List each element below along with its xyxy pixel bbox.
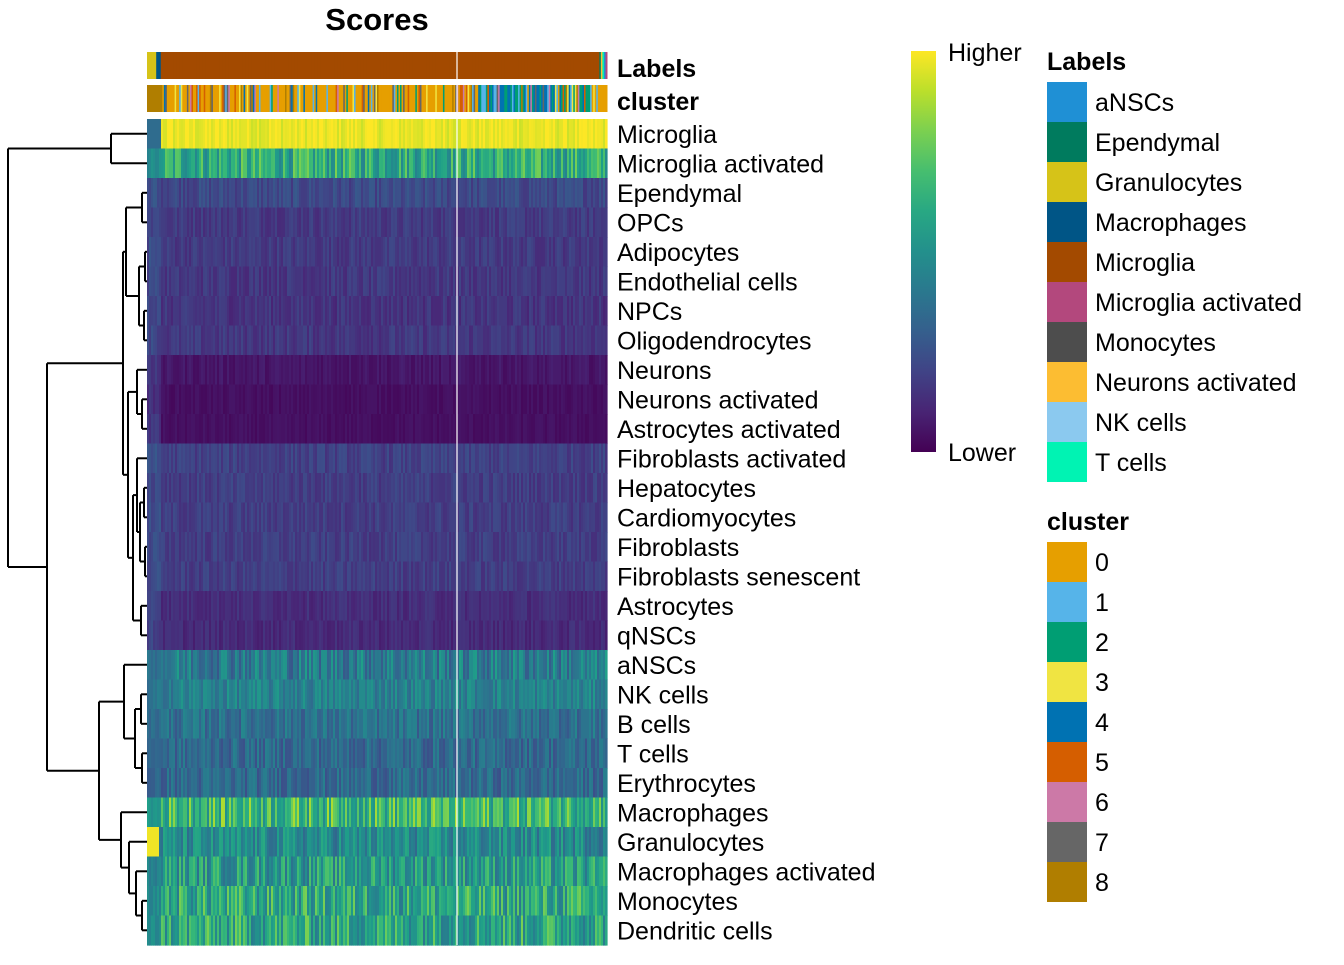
heatmap-cell [605, 355, 608, 385]
heatmap-cell [605, 119, 608, 149]
heatmap-row [147, 149, 608, 179]
heatmap-row [147, 473, 608, 503]
heatmap-body [147, 52, 608, 946]
heatmap-cell [605, 444, 608, 474]
heatmap-row [147, 326, 608, 356]
heatmap-row [147, 591, 608, 621]
heatmap-row [147, 237, 608, 267]
row-dendrogram [8, 134, 147, 931]
heatmap-cell [605, 385, 608, 415]
heatmap-cell [605, 178, 608, 208]
annotation-track-label: Labels [617, 55, 696, 83]
heatmap-row [147, 385, 608, 415]
heatmap-row [147, 178, 608, 208]
labels-annotation-cell [605, 52, 607, 79]
heatmap-row [147, 119, 608, 149]
heatmap-row [147, 562, 608, 592]
heatmap-cell [605, 208, 608, 238]
column-annotations: Labels cluster [147, 52, 699, 116]
heatmap-cell [605, 414, 608, 444]
cluster-annotation-cell [605, 85, 607, 112]
heatmap-cell [605, 503, 608, 533]
heatmap-row [147, 444, 608, 474]
heatmap-row [147, 296, 608, 326]
heatmap-cell [605, 149, 608, 179]
heatmap-cell [605, 296, 608, 326]
heatmap-row [147, 650, 608, 680]
annotation-track-label: cluster [617, 88, 699, 116]
heatmap-row [147, 355, 608, 385]
heatmap-row [147, 621, 608, 651]
heatmap-row [147, 208, 608, 238]
heatmap-row [147, 503, 608, 533]
heatmap-cell [605, 562, 608, 592]
heatmap-cell [605, 473, 608, 503]
heatmap-cell [605, 532, 608, 562]
heatmap-cell [605, 591, 608, 621]
heatmap-row [147, 414, 608, 444]
heatmap-cell [605, 326, 608, 356]
heatmap-row [147, 532, 608, 562]
heatmap-row [147, 267, 608, 297]
chart-title: Scores [325, 2, 428, 37]
heatmap-cell [605, 237, 608, 267]
heatmap-cell [605, 267, 608, 297]
heatmap-cell [605, 621, 608, 651]
